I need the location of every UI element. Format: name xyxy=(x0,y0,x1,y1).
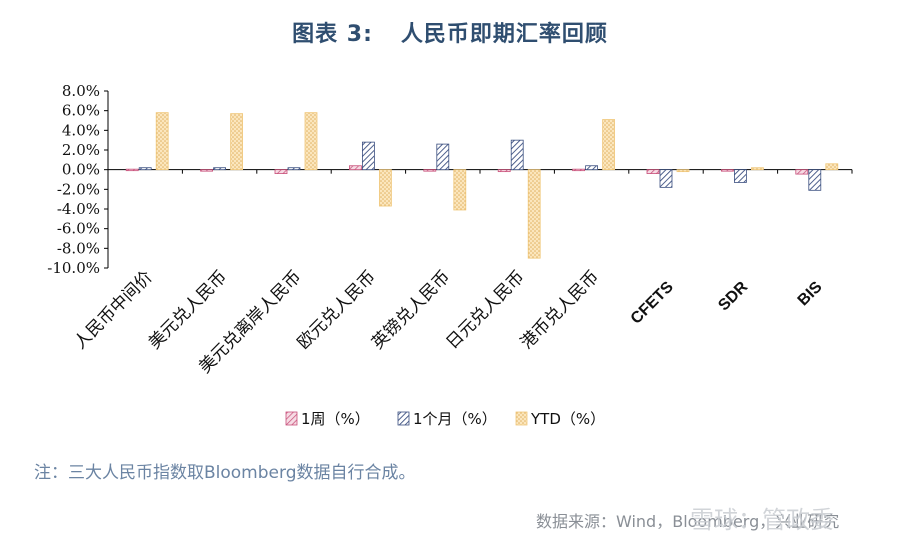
y-tick-label: -8.0% xyxy=(57,239,100,257)
bar-ytd xyxy=(378,169,392,207)
plot-area: 8.0% 6.0%4.0% 2.0% 0.0%-2.0% -4.0% -6.0%-8.0%… xyxy=(47,82,853,377)
bar-monthly xyxy=(585,165,598,171)
legend-swatch xyxy=(515,411,528,426)
figure-number: 图表 3: xyxy=(292,22,373,47)
y-tick-label: -10.0% xyxy=(47,259,100,277)
x-category-label: 港币兑人民币 xyxy=(517,267,603,353)
x-category-label: 日元兑人民币 xyxy=(442,267,528,353)
watermark-text: 雪球：管政委 xyxy=(690,506,834,534)
x-category-label: 欧元兑人民币 xyxy=(294,267,380,353)
bar-monthly xyxy=(361,141,375,171)
bar-monthly xyxy=(734,169,747,183)
y-tick-label: 2.0% xyxy=(62,141,100,159)
bar-ytd xyxy=(453,169,467,211)
legend-label: YTD（%） xyxy=(530,410,605,428)
x-category-label: CFETS xyxy=(628,278,677,327)
data-source: 数据来源：Wind，Bloomberg，兴业研究 xyxy=(536,512,840,531)
bar-weekly xyxy=(795,169,809,175)
y-tick-label: -6.0% xyxy=(57,220,100,238)
y-tick-label: 6.0% xyxy=(62,102,100,120)
bar-weekly xyxy=(274,169,288,174)
bar-weekly xyxy=(348,165,362,171)
bar-monthly xyxy=(138,167,152,171)
y-tick-label: -2.0% xyxy=(57,180,100,198)
legend: 1周（%） 1个月（%） YTD（%） xyxy=(285,410,605,428)
bar-ytd xyxy=(751,167,764,171)
y-tick-label: 0.0% xyxy=(62,161,100,179)
legend-swatch xyxy=(397,411,410,426)
x-category-label: 人民币中间价 xyxy=(70,267,156,353)
legend-label: 1个月（%） xyxy=(413,410,497,428)
legend-swatch xyxy=(285,411,298,426)
bar-ytd xyxy=(527,169,541,259)
y-tick-label: 8.0% xyxy=(62,82,100,100)
x-category-label: SDR xyxy=(715,278,751,314)
bar-weekly xyxy=(646,169,660,174)
bar-weekly xyxy=(497,169,511,173)
bar-weekly xyxy=(125,168,139,172)
bar-ytd xyxy=(230,113,244,171)
chart-title: 图表 3: 人民币即期汇率回顾 xyxy=(0,16,900,48)
bar-monthly xyxy=(659,169,673,188)
y-tick-label: -4.0% xyxy=(57,200,100,218)
bar-monthly xyxy=(287,167,301,171)
y-tick-label: 4.0% xyxy=(62,121,100,139)
bar-ytd xyxy=(676,169,690,173)
bar-weekly xyxy=(572,168,585,172)
chart-note: 注：三大人民币指数取Bloomberg数据自行合成。 xyxy=(34,463,416,483)
bar-weekly xyxy=(200,169,214,172)
bar-monthly xyxy=(436,143,450,171)
bar-weekly xyxy=(423,169,437,172)
title-text: 人民币即期汇率回顾 xyxy=(400,22,608,47)
legend-label: 1周（%） xyxy=(301,410,370,428)
x-category-label: BIS xyxy=(795,278,826,309)
bar-weekly xyxy=(721,169,734,172)
bar-monthly xyxy=(808,169,822,191)
x-category-label: 英镑兑人民币 xyxy=(368,267,454,353)
bar-ytd xyxy=(825,163,839,171)
bar-ytd xyxy=(602,119,615,171)
bar-ytd xyxy=(155,112,169,171)
bar-chart: 8.0% 6.0%4.0% 2.0% 0.0%-2.0% -4.0% -6.0%-8.0%… xyxy=(47,82,853,428)
bar-monthly xyxy=(213,167,227,171)
bar-monthly xyxy=(510,139,524,171)
bar-ytd xyxy=(304,112,318,171)
